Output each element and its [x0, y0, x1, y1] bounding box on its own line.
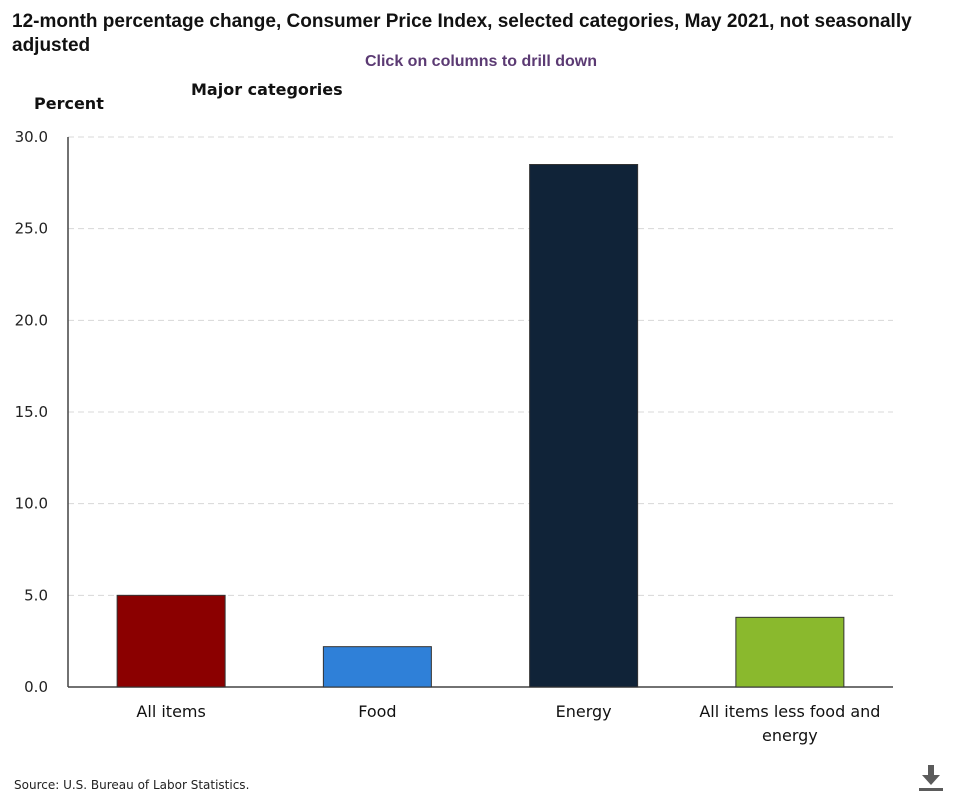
y-tick-label: 30.0 — [15, 128, 48, 146]
y-tick-label: 25.0 — [15, 220, 48, 238]
x-tick-label: Energy — [556, 702, 612, 721]
y-tick-label: 0.0 — [24, 678, 48, 696]
drill-down-hint[interactable]: Click on columns to drill down — [364, 53, 597, 70]
x-tick-label: Food — [358, 702, 396, 721]
bar[interactable] — [116, 594, 226, 688]
bar[interactable] — [529, 164, 639, 688]
category-group-label: Major categories — [191, 80, 343, 99]
bar[interactable] — [735, 616, 845, 688]
bar[interactable] — [322, 646, 432, 688]
y-tick-label: 15.0 — [15, 403, 48, 421]
x-tick-label: energy — [762, 726, 818, 745]
x-tick-label: All items — [136, 702, 205, 721]
y-tick-label: 20.0 — [15, 311, 48, 329]
x-tick-label: All items less food and — [699, 702, 880, 721]
y-tick-label: 5.0 — [24, 586, 48, 604]
y-tick-label: 10.0 — [15, 495, 48, 513]
y-axis-label: Percent — [34, 94, 104, 113]
download-icon[interactable] — [914, 761, 948, 795]
chart-title: 12-month percentage change, Consumer Pri… — [12, 11, 912, 56]
source-note: Source: U.S. Bureau of Labor Statistics. — [14, 778, 250, 792]
